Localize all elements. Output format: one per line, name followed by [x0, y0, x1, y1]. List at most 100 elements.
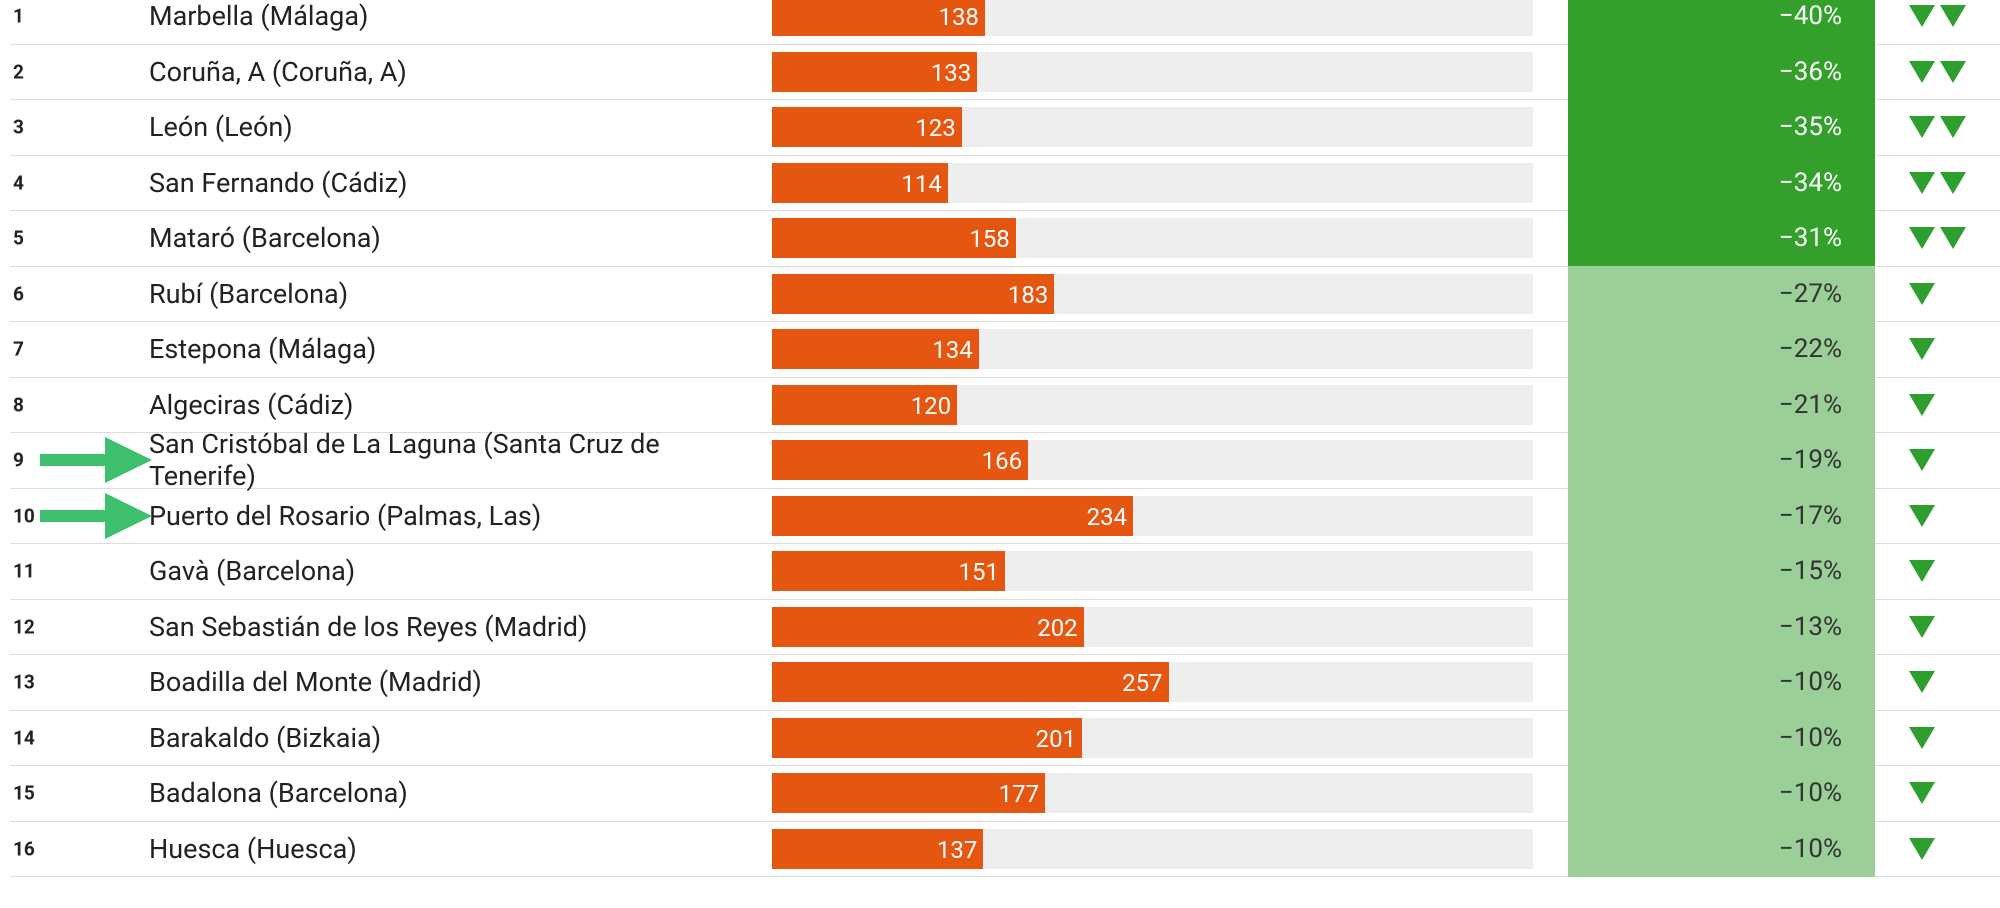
- bar-track: 201: [772, 717, 1533, 758]
- down-triangle: [1909, 116, 1935, 139]
- bar: [772, 551, 1005, 592]
- bar: [772, 273, 1055, 314]
- bar: [772, 218, 1016, 259]
- change-text: −15%: [1778, 556, 1842, 587]
- down-triangle: [1940, 116, 1966, 139]
- down-triangle: [1940, 227, 1966, 250]
- trend-icon: [1909, 504, 1935, 527]
- name: Boadilla del Monte (Madrid): [149, 666, 482, 699]
- bar-track: 257: [772, 662, 1533, 703]
- rank: 13: [13, 670, 35, 694]
- name: Estepona (Málaga): [149, 333, 377, 366]
- down-triangle: [1909, 393, 1935, 416]
- down-triangle: [1940, 171, 1966, 194]
- bar-label: 151: [958, 558, 999, 587]
- rank: 1: [13, 4, 24, 28]
- change-cell: −35%: [1568, 99, 1875, 156]
- change-cell: −19%: [1568, 432, 1875, 489]
- down-triangle: [1940, 5, 1966, 28]
- bar: [772, 0, 985, 37]
- bar: [772, 440, 1029, 481]
- trend-icon: [1909, 837, 1935, 860]
- change-cell: −10%: [1568, 654, 1875, 711]
- bar: [772, 107, 962, 148]
- trend-icon: [1909, 171, 1966, 194]
- bar: [772, 51, 978, 92]
- bar-label: 120: [910, 391, 952, 420]
- down-triangle: [1909, 282, 1935, 305]
- change-cell: −31%: [1568, 210, 1875, 267]
- change-text: −34%: [1778, 167, 1842, 198]
- bar-track: 133: [772, 51, 1533, 92]
- bar-track: 114: [772, 162, 1533, 203]
- row: 5 Mataró (Barcelona) 158 −31%: [10, 210, 2000, 267]
- name: Rubí (Barcelona): [149, 277, 349, 310]
- change-text: −35%: [1778, 112, 1842, 143]
- change-cell: −27%: [1568, 265, 1875, 322]
- row: 14 Barakaldo (Bizkaia) 201 −10%: [10, 709, 2000, 766]
- bar: [772, 662, 1169, 703]
- rank: 10: [13, 504, 35, 528]
- arrow-shape: [40, 492, 152, 539]
- rank: 2: [13, 60, 24, 84]
- rank: 4: [13, 171, 24, 195]
- change-cell: −10%: [1568, 709, 1875, 766]
- row: 16 Huesca (Huesca) 137 −10%: [10, 820, 2000, 877]
- row: 12 San Sebastián de los Reyes (Madrid) 202…: [10, 598, 2000, 655]
- rank: 6: [13, 282, 24, 306]
- name: Marbella (Málaga): [149, 0, 369, 33]
- change-text: −10%: [1778, 778, 1842, 809]
- name: Barakaldo (Bizkaia): [149, 721, 382, 754]
- trend-icon: [1909, 60, 1966, 83]
- change-cell: −22%: [1568, 321, 1875, 378]
- row: 6 Rubí (Barcelona) 183 −27%: [10, 265, 2000, 322]
- bar-label: 158: [969, 225, 1010, 254]
- pointer-arrow: [40, 492, 152, 539]
- change-text: −10%: [1778, 722, 1842, 753]
- bar: [772, 384, 958, 425]
- change-cell: −17%: [1568, 487, 1875, 544]
- name: Algeciras (Cádiz): [149, 388, 354, 421]
- rank: 8: [13, 393, 24, 417]
- trend-icon: [1909, 116, 1966, 139]
- rank: 11: [13, 559, 35, 583]
- down-triangle: [1909, 60, 1935, 83]
- row: 9 San Cristóbal de La Laguna (Santa Cruz …: [10, 428, 2000, 492]
- trend-icon: [1909, 393, 1935, 416]
- bar-label: 137: [936, 835, 978, 864]
- bar-track: 183: [772, 273, 1533, 314]
- bar: [772, 606, 1084, 647]
- name: San Fernando (Cádiz): [149, 166, 408, 199]
- row: 10 Puerto del Rosario (Palmas, Las) 234 −17…: [10, 487, 2000, 544]
- trend-icon: [1909, 338, 1935, 361]
- bar-track: 123: [772, 107, 1533, 148]
- change-cell: −15%: [1568, 543, 1875, 600]
- name: León (León): [149, 111, 293, 144]
- trend-icon: [1909, 282, 1935, 305]
- rank: 7: [13, 337, 24, 361]
- name: Puerto del Rosario (Palmas, Las): [149, 499, 542, 532]
- rank: 12: [13, 615, 35, 639]
- name: Mataró (Barcelona): [149, 222, 381, 255]
- rank: 16: [13, 837, 35, 861]
- change-cell: −36%: [1568, 43, 1875, 100]
- bar-track: 166: [772, 440, 1533, 481]
- row: 13 Boadilla del Monte (Madrid) 257 −10%: [10, 654, 2000, 711]
- down-triangle: [1909, 338, 1935, 361]
- bar-label: 133: [930, 58, 972, 87]
- name: Badalona (Barcelona): [149, 777, 408, 810]
- name: San Cristóbal de La Laguna (Santa Cruz d…: [149, 428, 660, 493]
- rank: 5: [13, 226, 24, 250]
- down-triangle: [1909, 726, 1935, 749]
- down-triangle: [1909, 782, 1935, 805]
- bar-label: 257: [1122, 669, 1163, 698]
- bar: [772, 717, 1083, 758]
- rank: 15: [13, 781, 35, 805]
- bar-label: 177: [998, 780, 1040, 809]
- row: 15 Badalona (Barcelona) 177 −10%: [10, 765, 2000, 822]
- row: 3 León (León) 123 −35%: [10, 99, 2000, 156]
- row: 1 Marbella (Málaga) 138 −40%: [10, 0, 2000, 45]
- bar-track: 158: [772, 218, 1533, 259]
- change-text: −31%: [1778, 223, 1842, 254]
- bar-label: 183: [1007, 280, 1049, 309]
